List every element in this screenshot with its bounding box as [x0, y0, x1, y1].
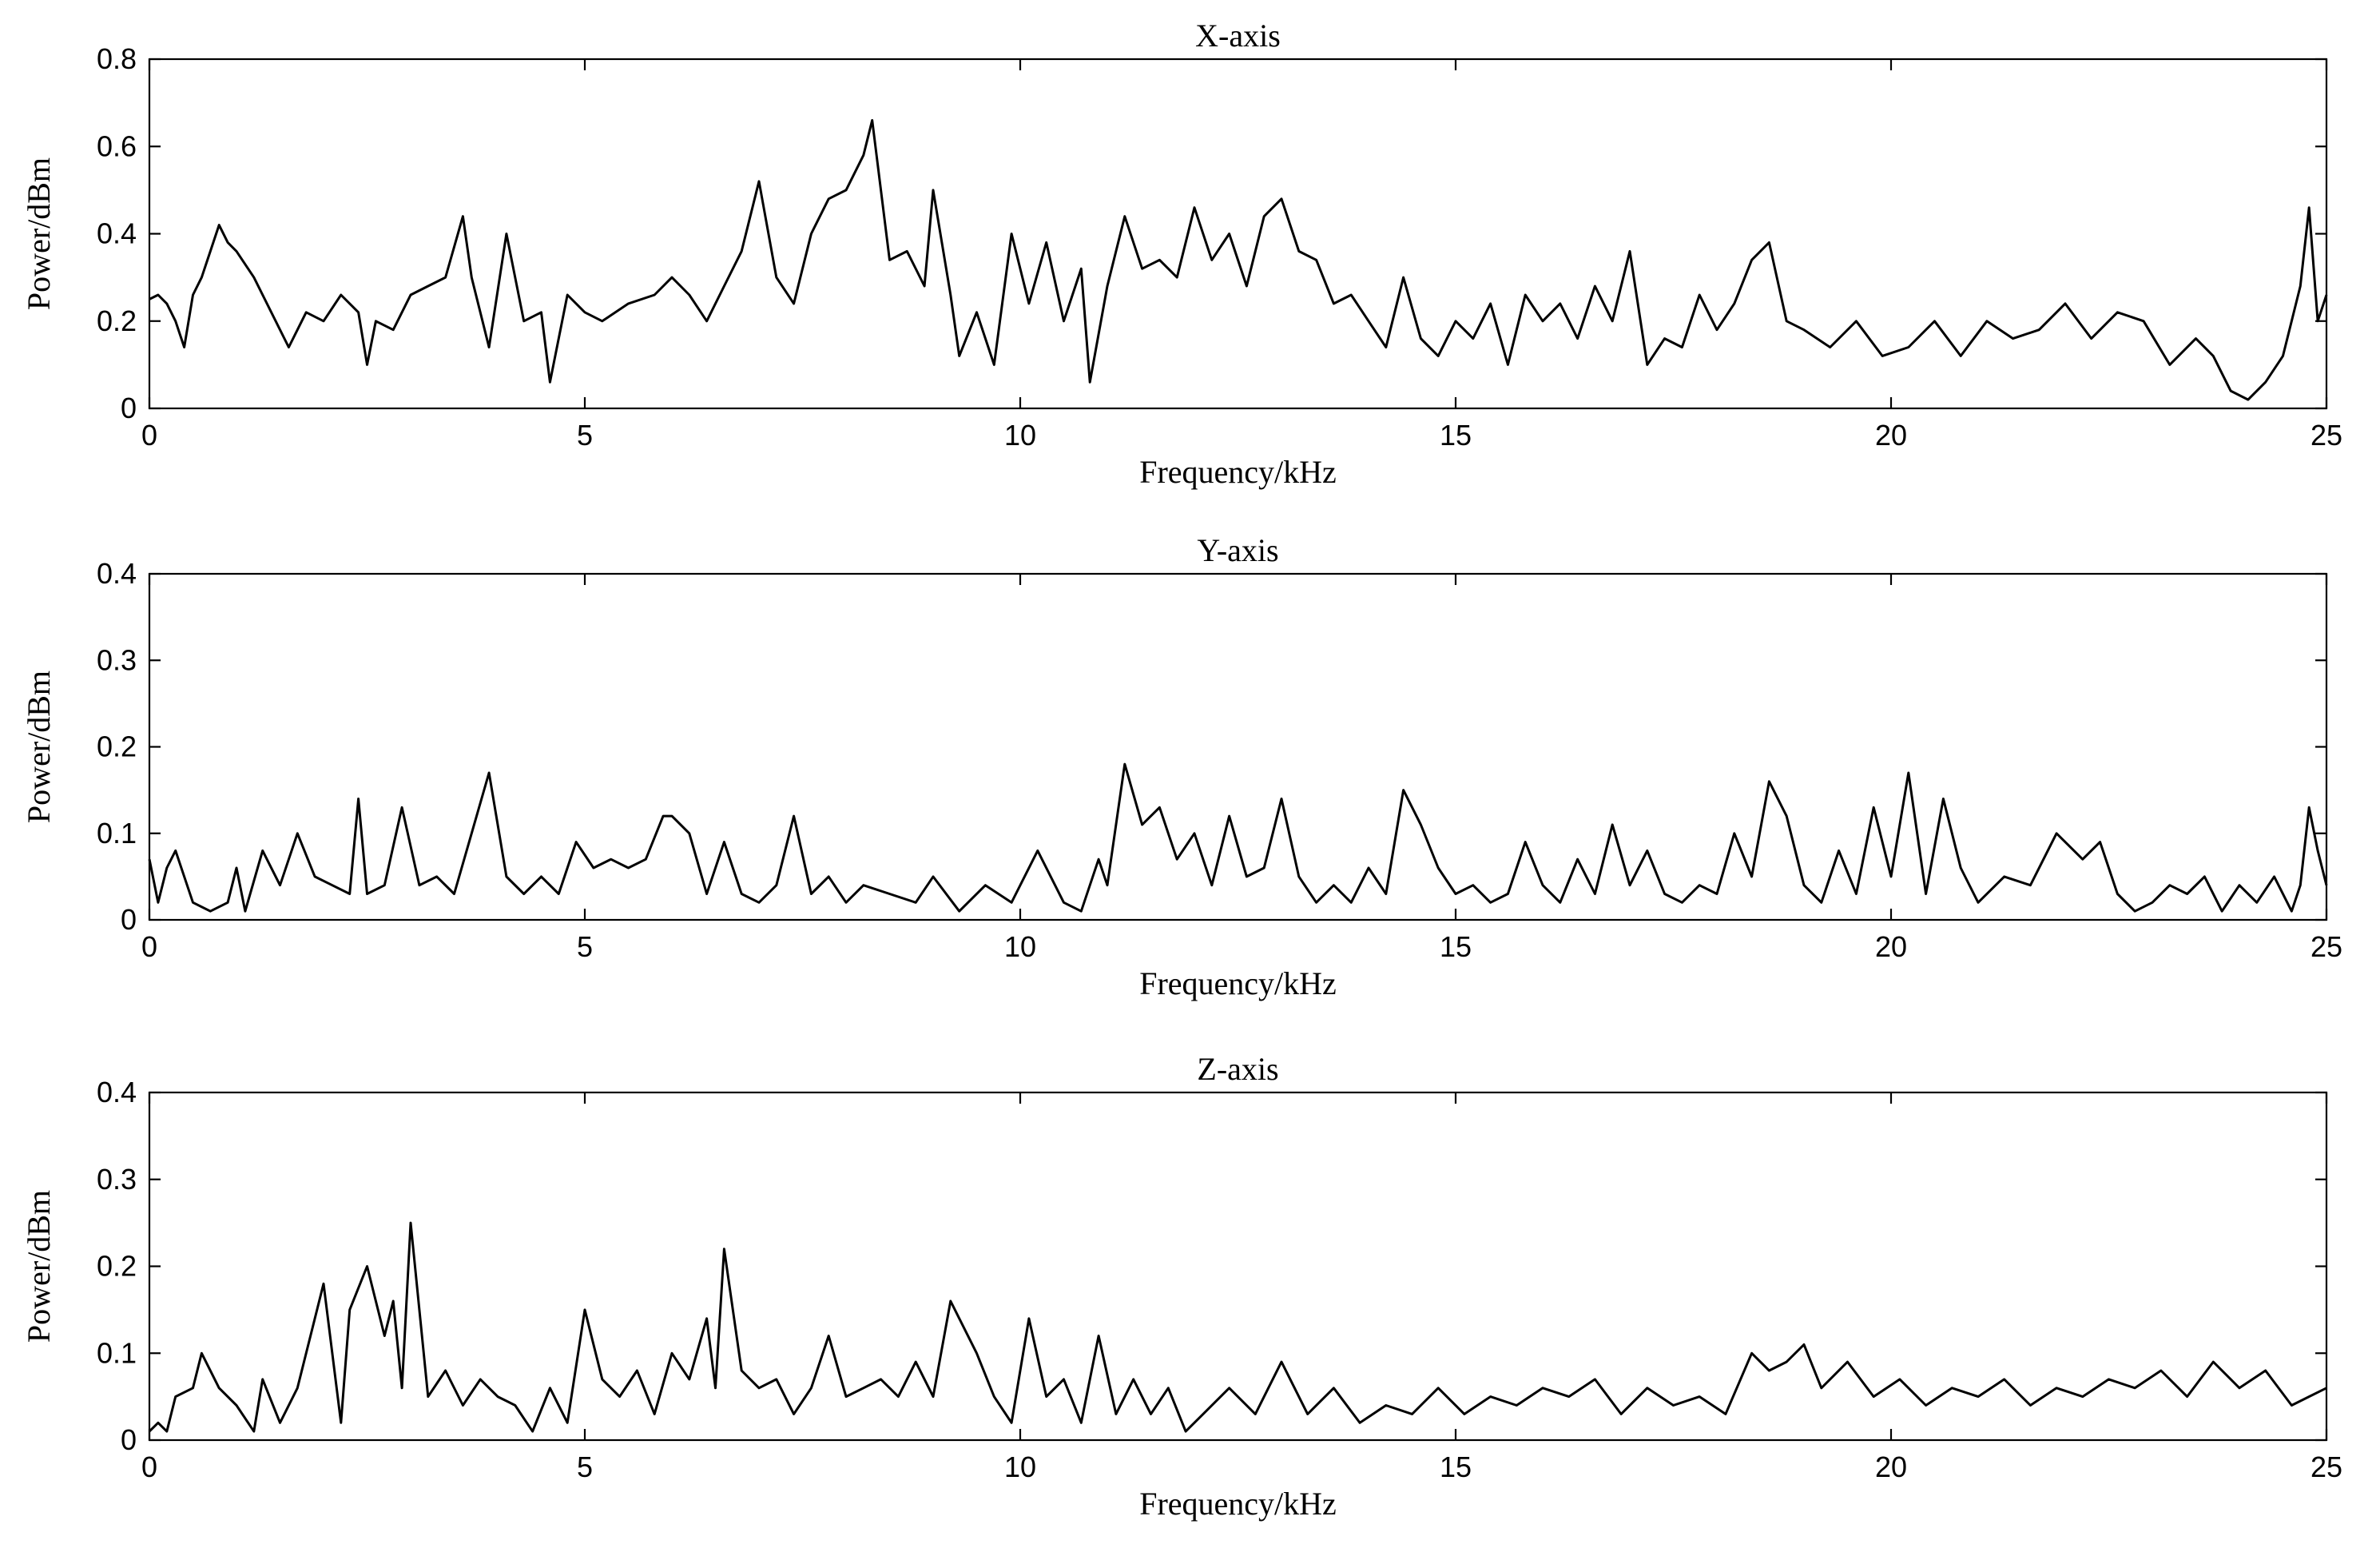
x-tick-label: 10 — [1004, 419, 1036, 452]
x-tick-label: 0 — [141, 1451, 157, 1483]
series-line — [149, 119, 2328, 401]
x-axis-label: Frequency/kHz — [1139, 454, 1337, 490]
plot-title: Y-axis — [1197, 532, 1278, 568]
plot-title: Z-axis — [1197, 1051, 1278, 1087]
y-tick-label: 0.3 — [97, 1163, 137, 1196]
x-axis-label: Frequency/kHz — [1139, 1486, 1337, 1522]
series-line — [148, 1221, 2327, 1433]
plot-frame — [148, 1091, 2328, 1442]
y-tick-label: 0.1 — [97, 817, 137, 850]
x-tick-label: 0 — [141, 930, 157, 963]
x-tick-label: 5 — [577, 419, 593, 452]
y-tick-label: 0.4 — [97, 1076, 137, 1108]
x-tick-label: 20 — [1875, 1451, 1907, 1483]
y-tick-label: 0.6 — [97, 129, 137, 162]
y-tick-label: 0 — [121, 903, 137, 936]
plot-frame — [148, 58, 2328, 410]
y-axis-label: Power/dBm — [21, 671, 57, 823]
x-tick-label: 10 — [1004, 1451, 1036, 1483]
y-tick-label: 0 — [121, 392, 137, 424]
x-tick-label: 15 — [1440, 1451, 1472, 1483]
y-tick-label: 0.2 — [97, 730, 137, 763]
x-axis-label: Frequency/kHz — [1139, 965, 1337, 1001]
y-tick-label: 0.4 — [97, 557, 137, 590]
plot-frame — [148, 572, 2328, 921]
plot-title: X-axis — [1195, 18, 1281, 54]
x-tick-label: 20 — [1875, 419, 1907, 452]
y-tick-label: 0.2 — [97, 304, 137, 337]
x-tick-label: 25 — [2310, 1451, 2342, 1483]
subplot-z-axis: 0 5 10 15 20 25 0 0.1 0.2 0.3 0.4 Z-axis Frequency/k… — [21, 1051, 2342, 1522]
y-tick-label: 0.8 — [97, 42, 137, 75]
x-tick-label: 15 — [1440, 419, 1472, 452]
x-tick-label: 25 — [2310, 419, 2342, 452]
y-tick-label: 0.3 — [97, 643, 137, 676]
y-axis-label: Power/dBm — [21, 157, 57, 310]
series-line — [148, 762, 2328, 913]
x-tick-label: 15 — [1440, 930, 1472, 963]
x-tick-label: 20 — [1875, 930, 1907, 963]
x-tick-label: 0 — [141, 419, 157, 452]
subplot-x-axis: 0 5 10 15 20 25 0 0.2 0.4 0.6 0.8 X-axis Frequency/k… — [21, 18, 2342, 490]
x-tick-label: 5 — [577, 930, 593, 963]
x-tick-label: 10 — [1004, 930, 1036, 963]
y-tick-label: 0.2 — [97, 1250, 137, 1283]
y-tick-label: 0.4 — [97, 217, 137, 250]
subplot-y-axis: 0 5 10 15 20 25 0 0.1 0.2 0.3 0.4 Y-axis Frequency/k… — [21, 532, 2342, 1001]
x-tick-label: 5 — [577, 1451, 593, 1483]
y-tick-label: 0 — [121, 1423, 137, 1456]
x-tick-label: 25 — [2310, 930, 2342, 963]
y-axis-label: Power/dBm — [21, 1190, 57, 1343]
y-tick-label: 0.1 — [97, 1336, 137, 1369]
